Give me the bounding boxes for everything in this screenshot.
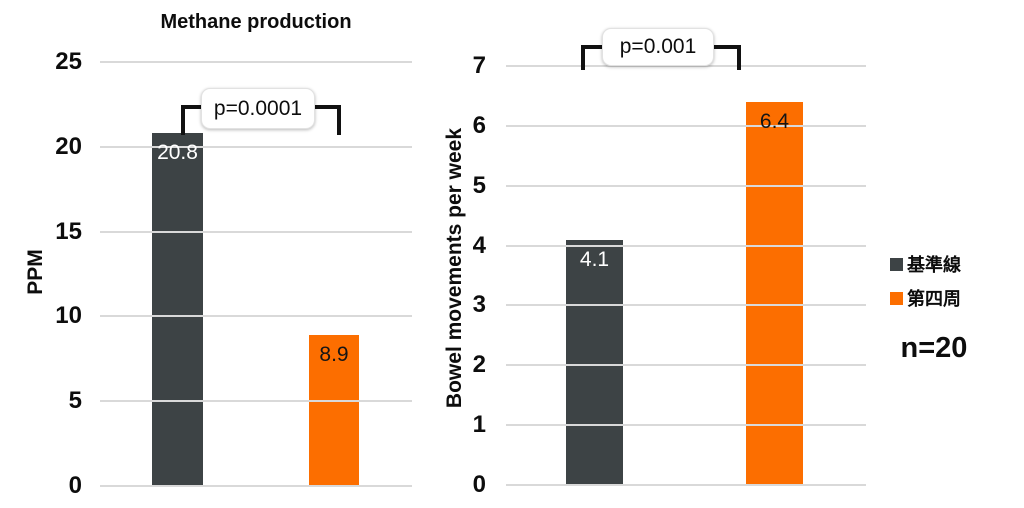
gridline bbox=[506, 244, 866, 247]
y-tick-label: 5 bbox=[68, 387, 82, 415]
y-tick-label: 7 bbox=[472, 52, 486, 79]
y-tick-label: 0 bbox=[68, 472, 82, 499]
gridline bbox=[100, 315, 412, 318]
significance-label: p=0.001 bbox=[602, 28, 714, 66]
bar-week4 bbox=[309, 335, 359, 486]
gridline bbox=[100, 145, 412, 148]
y-tick-label: 2 bbox=[472, 351, 486, 379]
y-tick-label: 3 bbox=[472, 291, 486, 319]
legend-swatch-week4-icon bbox=[890, 291, 903, 305]
gridline bbox=[100, 485, 412, 487]
bar-value-label: 4.1 bbox=[579, 247, 610, 271]
legend-item-baseline: 基準線 bbox=[890, 251, 961, 277]
gridline bbox=[506, 424, 866, 427]
gridline bbox=[506, 124, 866, 127]
bar-value-label: 20.8 bbox=[157, 141, 198, 165]
y-tick-label: 20 bbox=[55, 132, 82, 160]
chart-left-title: Methane production bbox=[160, 11, 352, 33]
bar-baseline bbox=[152, 133, 203, 486]
gridline bbox=[506, 304, 866, 307]
gridline bbox=[506, 65, 866, 67]
y-tick-label: 4 bbox=[472, 231, 486, 259]
sample-size-annotation: n=20 bbox=[900, 332, 968, 364]
bar-week4 bbox=[746, 101, 803, 485]
significance-label: p=0.0001 bbox=[201, 88, 315, 129]
legend-label-week4: 第四周 bbox=[907, 289, 961, 309]
bar-baseline bbox=[566, 239, 623, 485]
y-tick-label: 6 bbox=[472, 111, 486, 139]
gridline bbox=[100, 61, 412, 63]
y-tick-label: 15 bbox=[55, 217, 82, 245]
gridline bbox=[506, 184, 866, 187]
y-tick-label: 5 bbox=[472, 171, 486, 199]
gridline bbox=[100, 400, 412, 403]
legend-item-week4: 第四周 bbox=[890, 285, 961, 311]
bar-value-label: 8.9 bbox=[319, 343, 349, 367]
gridline bbox=[506, 484, 866, 486]
legend-swatch-baseline-icon bbox=[890, 257, 903, 271]
y-tick-label: 1 bbox=[472, 411, 486, 439]
y-tick-label: 10 bbox=[55, 302, 82, 330]
y-tick-label: 25 bbox=[55, 48, 82, 75]
y-tick-label: 0 bbox=[472, 471, 486, 498]
gridline bbox=[100, 230, 412, 233]
bar-value-label: 6.4 bbox=[759, 109, 790, 133]
gridline bbox=[506, 364, 866, 367]
legend-label-baseline: 基準線 bbox=[907, 255, 961, 275]
